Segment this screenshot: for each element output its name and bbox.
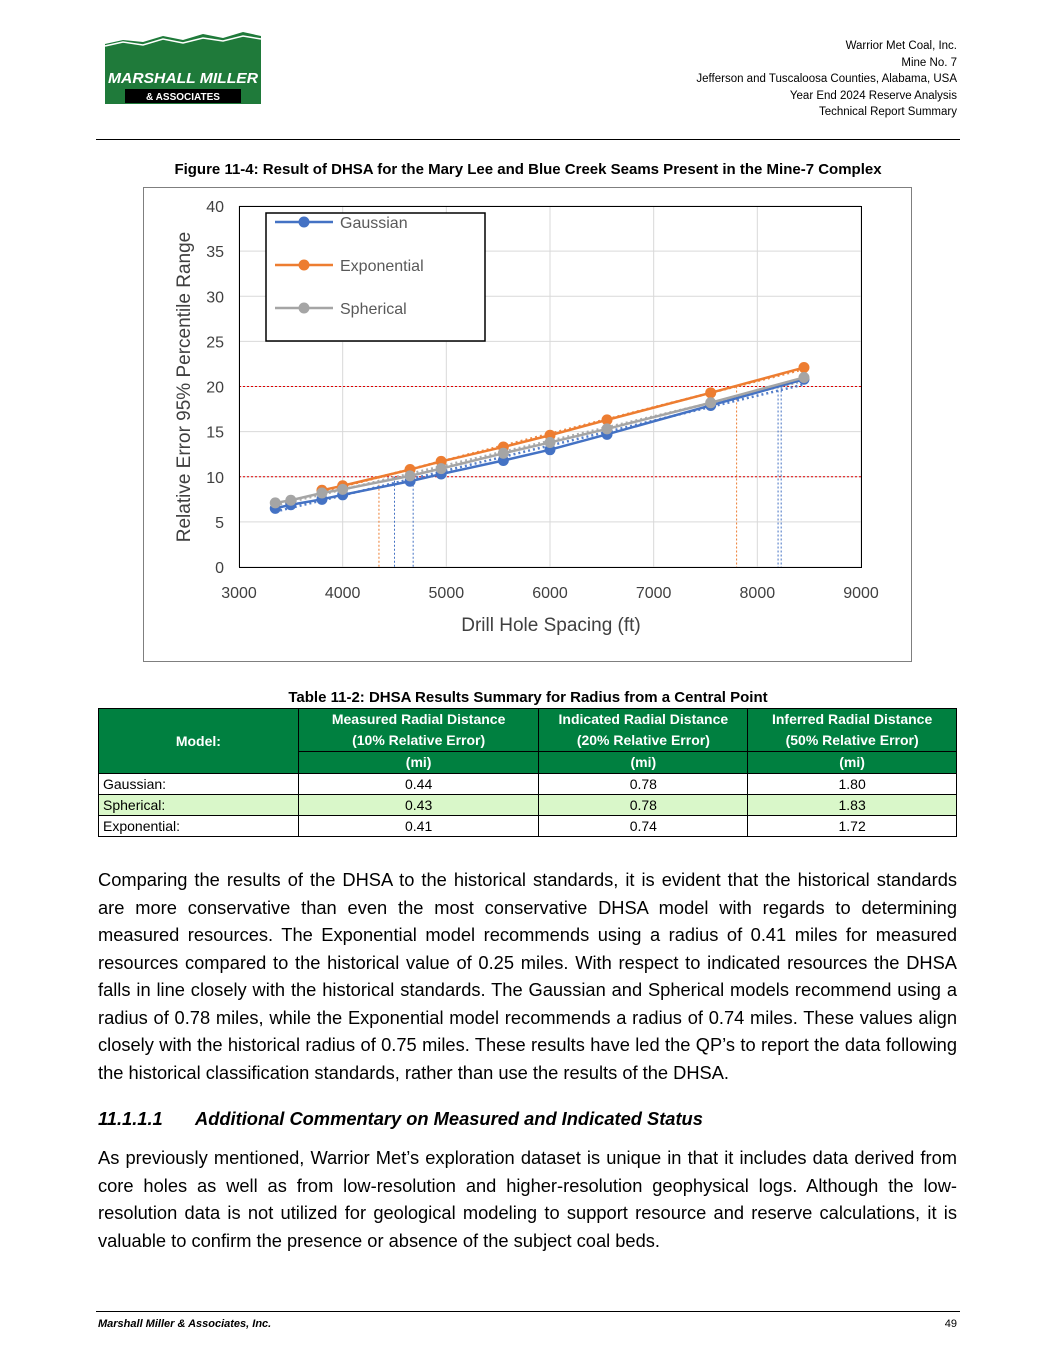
row-model: Gaussian: bbox=[98, 773, 299, 795]
data-point-spherical bbox=[316, 487, 328, 499]
cell-inferred: 1.83 bbox=[747, 794, 957, 816]
x-tick-label: 5000 bbox=[429, 585, 465, 602]
legend-label: Spherical bbox=[340, 301, 407, 318]
data-point-spherical bbox=[285, 494, 297, 506]
data-point-spherical bbox=[269, 497, 281, 509]
chart-legend: Gaussian Exponential Spherical bbox=[265, 212, 486, 342]
cell-indicated: 0.74 bbox=[538, 815, 749, 837]
y-tick-label: 5 bbox=[215, 515, 224, 532]
header-report-type: Technical Report Summary bbox=[818, 106, 957, 118]
x-axis-title: Drill Hole Spacing (ft) bbox=[461, 615, 641, 636]
data-point-spherical bbox=[601, 423, 613, 435]
cell-inferred: 1.72 bbox=[747, 815, 957, 837]
legend-marker bbox=[298, 259, 310, 271]
x-tick-label: 7000 bbox=[636, 585, 672, 602]
x-tick-label: 3000 bbox=[221, 585, 257, 602]
header-inferred: Inferred Radial Distance (50% Relative Er… bbox=[747, 708, 957, 752]
table-unit-row: (mi) (mi) (mi) bbox=[99, 751, 957, 774]
legend-label: Exponential bbox=[340, 258, 424, 275]
header-analysis: Year End 2024 Reserve Analysis bbox=[789, 89, 957, 102]
cell-indicated: 0.78 bbox=[538, 773, 749, 795]
header-rule bbox=[96, 139, 960, 140]
legend-box bbox=[265, 212, 486, 342]
figure-title: Figure 11-4: Result of DHSA for the Mary… bbox=[174, 161, 882, 178]
y-tick-label: 30 bbox=[206, 289, 224, 306]
y-tick-label: 25 bbox=[206, 334, 224, 351]
legend-label: Gaussian bbox=[340, 215, 408, 232]
company-logo: MARSHALL MILLER & ASSOCIATES bbox=[104, 32, 262, 104]
header-measured-line2: (10% Relative Error) bbox=[352, 732, 486, 748]
header-indicated-line2: (20% Relative Error) bbox=[576, 732, 710, 748]
chart-frame bbox=[143, 187, 912, 662]
data-point-spherical bbox=[544, 436, 556, 448]
table-row: Exponential: 0.41 0.74 1.72 bbox=[98, 815, 957, 837]
table-title: Table 11-2: DHSA Results Summary for Rad… bbox=[288, 689, 768, 706]
y-tick-label: 15 bbox=[206, 425, 224, 442]
section-title: Additional Commentary on Measured and In… bbox=[195, 1108, 703, 1129]
y-tick-label: 10 bbox=[206, 470, 224, 487]
y-tick-label: 0 bbox=[215, 560, 224, 577]
footer-company: Marshall Miller & Associates, Inc. bbox=[98, 1318, 272, 1330]
header-measured-line1: Measured Radial Distance bbox=[331, 711, 506, 727]
footer-rule bbox=[96, 1311, 960, 1312]
header-company: Warrior Met Coal, Inc. bbox=[845, 40, 957, 52]
section-number: 11.1.1.1 bbox=[98, 1108, 163, 1129]
x-tick-label: 8000 bbox=[740, 585, 776, 602]
header-location: Jefferson and Tuscaloosa Counties, Alaba… bbox=[696, 73, 957, 85]
cell-inferred: 1.80 bbox=[747, 773, 957, 795]
data-point-spherical bbox=[337, 483, 349, 495]
logo-text-top: MARSHALL MILLER bbox=[108, 70, 258, 87]
y-tick-label: 20 bbox=[206, 380, 224, 397]
header-inferred-line2: (50% Relative Error) bbox=[785, 732, 919, 748]
header-indicated: Indicated Radial Distance (20% Relative E… bbox=[538, 708, 749, 752]
data-point-exponential bbox=[798, 362, 810, 374]
page-number: 49 bbox=[944, 1318, 957, 1330]
x-tick-label: 6000 bbox=[532, 585, 568, 602]
section-heading: 11.1.1.1 Additional Commentary on Measure… bbox=[98, 1108, 703, 1130]
header-mine: Mine No. 7 bbox=[901, 56, 957, 69]
header-inferred-line1: Inferred Radial Distance bbox=[771, 711, 933, 727]
data-point-spherical bbox=[404, 470, 416, 482]
header-model: Model: bbox=[98, 708, 299, 774]
table-header-row: Model: Measured Radial Distance (10% Rela… bbox=[98, 708, 957, 774]
dhsa-results-table: Model: Measured Radial Distance (10% Rela… bbox=[98, 708, 957, 837]
paragraph-comparison: Comparing the results of the DHSA to the… bbox=[98, 869, 957, 1083]
cell-measured: 0.41 bbox=[297, 815, 540, 837]
header-measured: Measured Radial Distance (10% Relative Er… bbox=[297, 708, 540, 752]
data-point-spherical bbox=[435, 463, 447, 475]
x-tick-label: 9000 bbox=[843, 585, 879, 602]
cell-indicated: 0.78 bbox=[538, 794, 749, 816]
data-point-spherical bbox=[798, 371, 810, 383]
dhsa-chart: 0 5 10 15 20 25 30 35 40 3000 4000 5000 6000 7000 8000… bbox=[143, 187, 912, 662]
data-point-exponential bbox=[705, 387, 717, 399]
table-row: Gaussian: 0.44 0.78 1.80 bbox=[98, 773, 957, 795]
table-row: Spherical: 0.43 0.78 1.83 bbox=[98, 794, 957, 816]
row-model: Exponential: bbox=[98, 815, 299, 837]
cell-measured: 0.43 bbox=[297, 794, 540, 816]
logo-text-bottom: & ASSOCIATES bbox=[146, 92, 220, 103]
document-header: Warrior Met Coal, Inc. Mine No. 7 Jeffer… bbox=[696, 38, 957, 121]
header-indicated-line1: Indicated Radial Distance bbox=[558, 711, 729, 727]
unit-indicated: (mi) bbox=[538, 751, 749, 774]
paragraph-commentary: As previously mentioned, Warrior Met’s e… bbox=[98, 1147, 957, 1251]
row-model: Spherical: bbox=[98, 794, 299, 816]
y-axis-title: Relative Error 95% Percentile Range bbox=[174, 232, 195, 543]
y-tick-label: 35 bbox=[206, 244, 224, 261]
x-tick-label: 4000 bbox=[325, 585, 361, 602]
y-tick-label: 40 bbox=[206, 199, 224, 216]
cell-measured: 0.44 bbox=[297, 773, 540, 795]
unit-inferred: (mi) bbox=[747, 751, 957, 774]
unit-measured: (mi) bbox=[297, 751, 540, 774]
data-point-spherical bbox=[497, 447, 509, 459]
plot-area-border bbox=[239, 206, 862, 568]
legend-marker bbox=[298, 302, 310, 314]
data-point-spherical bbox=[705, 397, 717, 409]
legend-marker bbox=[298, 216, 310, 228]
data-point-exponential bbox=[601, 414, 613, 426]
